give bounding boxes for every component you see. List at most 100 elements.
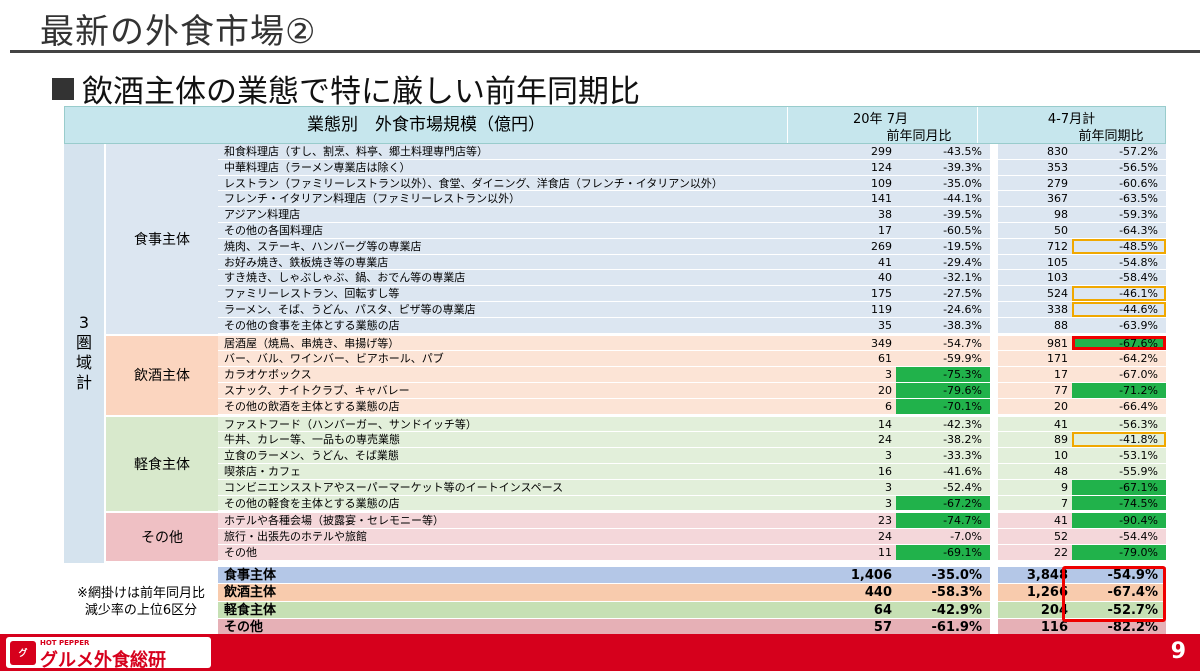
total-row: 食事主体 1,406 -35.0% 3,848 -54.9% (218, 566, 1166, 585)
title-divider (10, 50, 1200, 53)
row-july-change: -79.6% (896, 382, 990, 398)
column-gap (990, 448, 998, 463)
row-cumulative-change: -60.6% (1119, 176, 1158, 190)
header-main: 業態別 外食市場規模（億円） (307, 115, 545, 135)
row-name: すき焼き、しゃぶしゃぶ、鍋、おでん等の専業店 (224, 271, 466, 285)
row-name: ファストフード（ハンバーガー、サンドイッチ等） (224, 417, 477, 431)
column-gap (990, 335, 998, 351)
total-july-change: -61.9% (931, 620, 983, 636)
row-name: フレンチ・イタリアン料理店（ファミリーレストラン以外） (224, 192, 521, 206)
category-group: 食事主体 和食料理店（すし、割烹、料亭、郷土料理専門店等） 299 -43.5% 830… (106, 144, 1166, 336)
row-cumulative-value: 171 (1047, 352, 1068, 366)
row-july-value: 3 (885, 368, 892, 382)
row-july-value: 124 (871, 160, 892, 174)
row-cumulative-value: 712 (1047, 239, 1068, 253)
total-july-value: 64 (873, 602, 892, 618)
total-row: 軽食主体 64 -42.9% 204 -52.7% (218, 601, 1166, 620)
total-july-change: -42.9% (931, 602, 983, 618)
row-july-change: -43.5% (943, 145, 982, 158)
row-name: レストラン（ファミリーレストラン以外）、食堂、ダイニング、洋食店（フレンチ・イタ… (224, 176, 723, 190)
row-name: 喫茶店・カフェ (224, 464, 301, 478)
column-gap (990, 619, 998, 636)
column-gap (990, 238, 998, 254)
page-number: 9 (1170, 639, 1186, 664)
row-cumulative-change: -71.2% (1072, 382, 1166, 398)
period2-sublabel: 前年同期比 (1078, 129, 1144, 144)
row-cumulative-value: 88 (1054, 318, 1068, 332)
row-cumulative-change: -54.4% (1119, 530, 1158, 544)
row-july-change: -39.3% (943, 160, 982, 174)
table-row: その他 11 -69.1% 22 -79.0% (218, 544, 1166, 561)
row-july-value: 119 (871, 302, 892, 316)
table-row: 立食のラーメン、うどん、そば業態 3 -33.3% 10 -53.1% (218, 448, 1166, 464)
row-cumulative-change: -55.9% (1119, 464, 1158, 478)
header-period2: 4-7月計 前年同期比 (977, 107, 1165, 144)
row-cumulative-value: 17 (1054, 368, 1068, 382)
period1-label: 20年 7月 (853, 112, 908, 127)
column-gap (990, 286, 998, 301)
total-name: 飲酒主体 (224, 585, 277, 601)
row-cumulative-value: 367 (1047, 192, 1068, 206)
total-cumulative-value: 1,266 (1026, 585, 1068, 601)
table-row: 旅行・出張先のホテルや旅館 24 -7.0% 52 -54.4% (218, 529, 1166, 545)
total-july-value: 1,406 (850, 567, 892, 583)
category-group: 軽食主体 ファストフード（ハンバーガー、サンドイッチ等） 14 -42.3% 41 -56… (106, 416, 1166, 514)
column-gap (990, 159, 998, 175)
row-cumulative-value: 48 (1054, 464, 1068, 478)
market-size-table: 業態別 外食市場規模（億円） 20年 7月 前年同月比 4-7月計 前年同期比 … (64, 106, 1166, 637)
row-cumulative-change: -90.4% (1072, 513, 1166, 529)
row-cumulative-change: -64.2% (1119, 352, 1158, 366)
page-title: 最新の外食市場② (40, 12, 317, 52)
row-cumulative-change: -56.3% (1119, 417, 1158, 431)
region-label-char: 3 (78, 313, 90, 333)
column-gap (990, 301, 998, 317)
row-name: 牛丼、カレー等、一品もの専売業態 (224, 433, 400, 447)
row-july-change: -74.7% (896, 513, 990, 529)
row-cumulative-value: 89 (1054, 433, 1068, 447)
table-row: スナック、ナイトクラブ、キャバレー 20 -79.6% 77 -71.2% (218, 382, 1166, 399)
table-row: コンビニエンスストアやスーパーマーケット等のイートインスペース 3 -52.4% 9-… (218, 479, 1166, 496)
row-cumulative-change: -63.5% (1119, 192, 1158, 206)
row-name: その他の各国料理店 (224, 223, 323, 237)
row-july-value: 349 (871, 336, 892, 350)
row-cumulative-change: -64.3% (1119, 223, 1158, 237)
bullet-square-icon (52, 78, 74, 100)
row-cumulative-change: -56.5% (1119, 160, 1158, 174)
row-july-change: -32.1% (943, 271, 982, 285)
row-name: カラオケボックス (224, 368, 312, 382)
row-cumulative-change: -44.6% (1072, 301, 1166, 317)
column-gap (990, 566, 998, 584)
row-july-change: -35.0% (943, 176, 982, 190)
row-july-change: -67.2% (896, 495, 990, 511)
row-july-change: -38.3% (943, 318, 982, 332)
header-period1: 20年 7月 前年同月比 (787, 107, 973, 144)
row-name: ホテルや各種会場（披露宴・セレモニー等） (224, 514, 444, 528)
column-gap (990, 270, 998, 286)
row-july-change: -42.3% (943, 417, 982, 431)
row-name: 中華料理店（ラーメン専業店は除く） (224, 160, 411, 174)
row-july-value: 141 (871, 192, 892, 206)
row-july-value: 3 (885, 496, 892, 510)
column-gap (990, 479, 998, 495)
subtitle-text: 飲酒主体の業態で特に厳しい前年同期比 (82, 74, 640, 110)
category-group: その他 ホテルや各種会場（披露宴・セレモニー等） 23 -74.7% 41 -90.4% 旅… (106, 513, 1166, 563)
row-cumulative-change: -63.9% (1119, 318, 1158, 332)
row-name: スナック、ナイトクラブ、キャバレー (224, 383, 410, 397)
table-row: その他の飲酒を主体とする業態の店 6 -70.1% 20 -66.4% (218, 398, 1166, 415)
row-july-change: -29.4% (943, 255, 982, 269)
row-cumulative-change: -67.0% (1119, 368, 1158, 382)
row-cumulative-value: 103 (1047, 271, 1068, 285)
row-name: ファミリーレストラン、回転すし等 (224, 287, 400, 301)
table-row: フレンチ・イタリアン料理店（ファミリーレストラン以外） 141 -44.1% 367 -… (218, 191, 1166, 208)
row-cumulative-value: 98 (1054, 208, 1068, 222)
total-cumulative-change: -67.4% (1107, 585, 1159, 601)
row-name: アジアン料理店 (224, 208, 301, 222)
row-cumulative-change: -58.4% (1119, 271, 1158, 285)
row-july-value: 299 (871, 145, 892, 158)
table-row: 中華料理店（ラーメン専業店は除く） 124 -39.3% 353 -56.5% (218, 159, 1166, 176)
column-gap (990, 601, 998, 619)
row-july-value: 24 (878, 530, 892, 544)
total-cumulative-change: -82.2% (1107, 620, 1159, 636)
row-july-value: 35 (878, 318, 892, 332)
total-cumulative-change: -54.9% (1107, 567, 1159, 583)
